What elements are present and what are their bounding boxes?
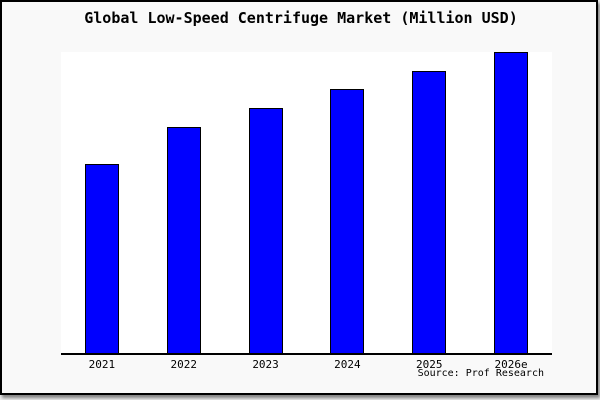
source-credit: Source: Prof Research <box>417 368 544 379</box>
bar-2022 <box>166 127 201 353</box>
bar-slot-2026e <box>470 52 552 353</box>
bar-slot-2024 <box>306 52 388 353</box>
x-tick-label-2024: 2024 <box>334 358 361 371</box>
x-tick-label-2026e: 2026e <box>494 358 528 371</box>
bar-2023 <box>248 108 283 353</box>
x-tick-label-2023: 2023 <box>252 358 279 371</box>
bar-2021 <box>84 164 119 353</box>
bar-slot-2021 <box>61 52 143 353</box>
x-tick-label-2022: 2022 <box>170 358 197 371</box>
bar-slot-2022 <box>143 52 225 353</box>
chart-title: Global Low-Speed Centrifuge Market (Mill… <box>84 9 518 27</box>
plot-area <box>61 52 552 355</box>
bar-2024 <box>330 89 365 353</box>
bar-slot-2023 <box>225 52 307 353</box>
x-tick-label-2021: 2021 <box>88 358 116 371</box>
bar-2026e <box>494 52 529 353</box>
x-tick-label-2025: 2025 <box>415 358 443 371</box>
x-axis-labels: 2021 2022 2023 2024 2025 2026e <box>61 358 552 371</box>
bar-2025 <box>412 71 447 353</box>
bar-slot-2025 <box>388 52 470 353</box>
